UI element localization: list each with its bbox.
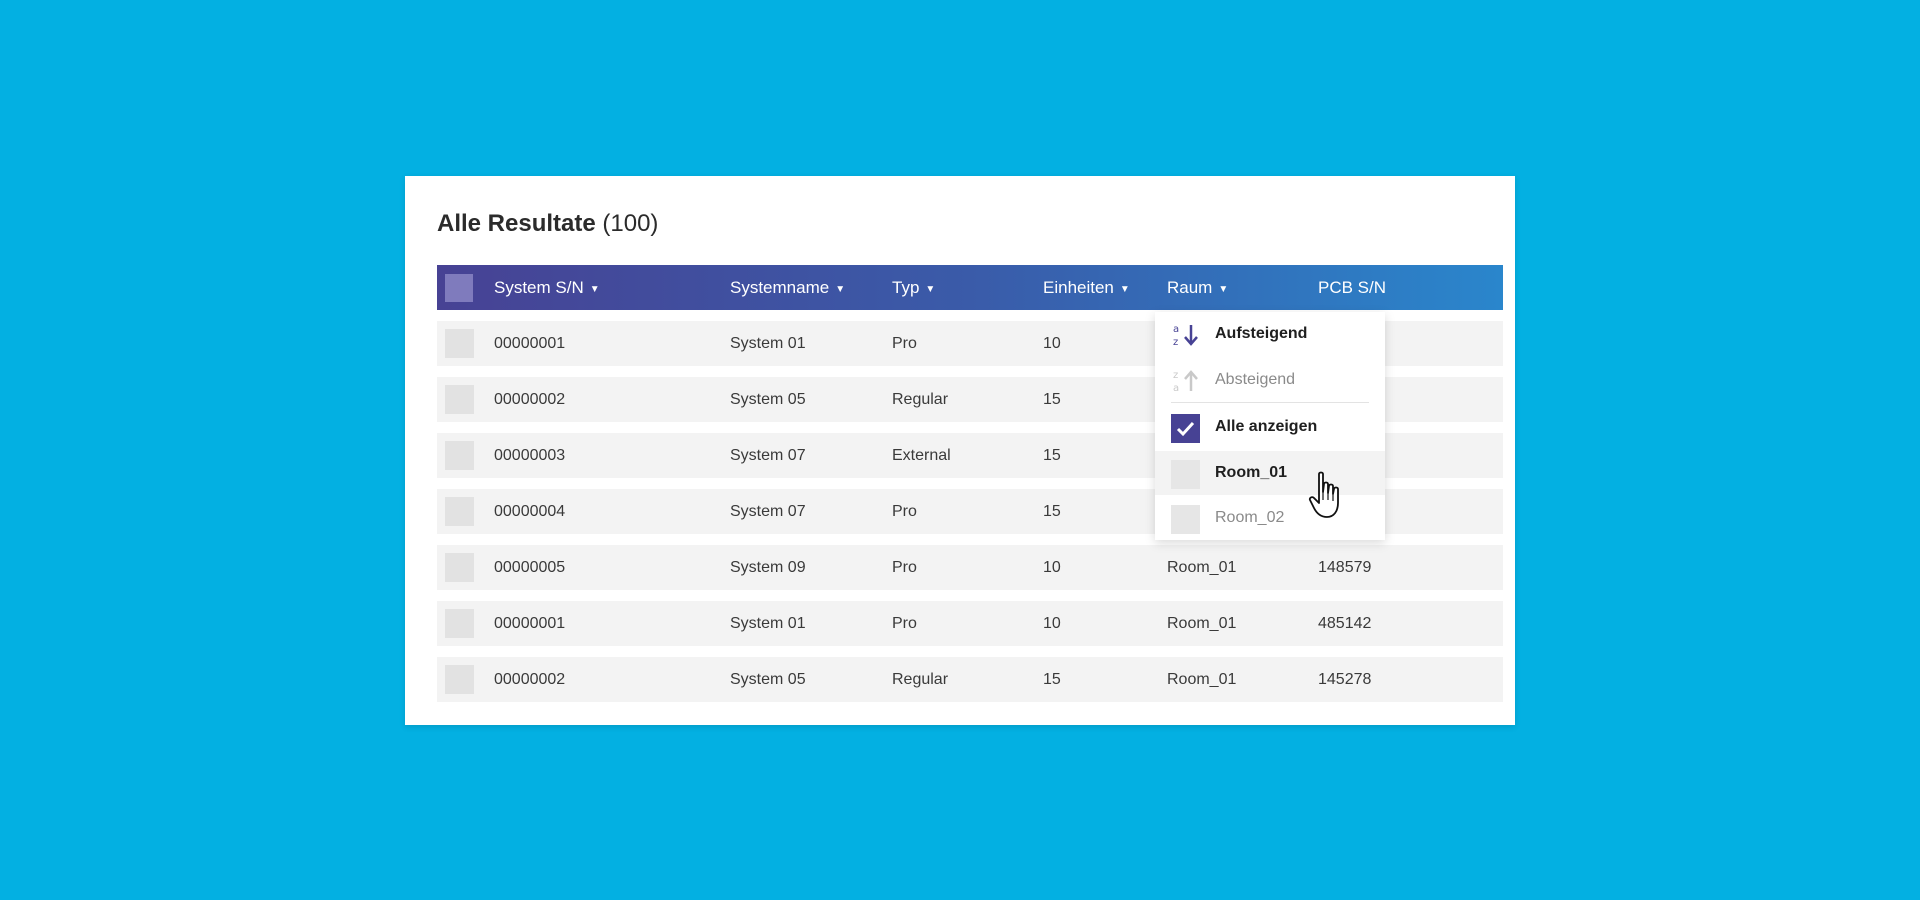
result-count: (100) [602, 210, 659, 237]
table-header: System S/N ▼ Systemname ▼ Typ ▼ Einheiten ▼ … [437, 265, 1503, 310]
sort-descending-icon: z a [1173, 370, 1198, 394]
option-checkbox[interactable] [1171, 460, 1200, 489]
cell-einheiten: 15 [1043, 503, 1061, 520]
cell-einheiten: 10 [1043, 559, 1061, 576]
sort-ascending-label: Aufsteigend [1215, 325, 1308, 342]
cell-systemname: System 07 [730, 503, 806, 520]
svg-text:a: a [1173, 383, 1179, 394]
cell-systemname: System 07 [730, 447, 806, 464]
checkmark-icon [1176, 421, 1195, 437]
option-checkbox[interactable] [1171, 505, 1200, 534]
cell-system-sn: 00000004 [494, 503, 566, 520]
row-checkbox[interactable] [445, 609, 474, 638]
cell-einheiten: 15 [1043, 671, 1061, 688]
column-header-pcb-sn[interactable]: PCB S/N [1318, 278, 1387, 297]
cell-system-sn: 00000005 [494, 559, 566, 576]
cell-systemname: System 05 [730, 391, 806, 408]
option-room-02[interactable]: Room_02 [1155, 496, 1385, 540]
cell-systemname: System 09 [730, 559, 806, 576]
sort-ascending-item[interactable]: a z Aufsteigend [1155, 312, 1385, 356]
cell-einheiten: 10 [1043, 335, 1061, 352]
page-title: Alle Resultate (100) [437, 210, 658, 238]
cell-typ: Pro [892, 503, 917, 520]
chevron-down-icon: ▼ [1119, 284, 1130, 295]
column-header-einheiten[interactable]: Einheiten ▼ [1043, 265, 1130, 310]
cell-systemname: System 01 [730, 335, 806, 352]
cell-pcb-sn: 485142 [1318, 615, 1372, 632]
option-label: Room_01 [1215, 464, 1288, 481]
cell-einheiten: 10 [1043, 615, 1061, 632]
svg-text:z: z [1173, 337, 1178, 348]
chevron-down-icon: ▼ [835, 284, 846, 295]
show-all-item[interactable]: Alle anzeigen [1155, 405, 1385, 449]
cell-typ: Pro [892, 559, 917, 576]
cell-einheiten: 15 [1043, 447, 1061, 464]
option-label: Room_02 [1215, 509, 1285, 526]
column-header-system-sn[interactable]: System S/N ▼ [494, 265, 600, 310]
cell-pcb-sn: 148579 [1318, 559, 1372, 576]
cell-typ: Regular [892, 391, 949, 408]
chevron-down-icon: ▼ [589, 284, 600, 295]
cell-typ: Pro [892, 335, 917, 352]
cell-system-sn: 00000001 [494, 335, 566, 352]
sort-ascending-icon: a z [1173, 324, 1198, 348]
column-header-typ[interactable]: Typ ▼ [892, 265, 935, 310]
column-header-systemname[interactable]: Systemname ▼ [730, 265, 845, 310]
title-text: Alle Resultate [437, 210, 596, 237]
table-row[interactable]: 00000005 System 09 Pro 10 Room_01 148579 [437, 545, 1503, 590]
cell-raum: Room_01 [1167, 671, 1237, 688]
cell-typ: Pro [892, 615, 917, 632]
cell-system-sn: 00000002 [494, 391, 566, 408]
chevron-down-icon: ▼ [1218, 284, 1229, 295]
select-all-checkbox[interactable] [445, 274, 473, 302]
row-checkbox[interactable] [445, 441, 474, 470]
row-checkbox[interactable] [445, 665, 474, 694]
show-all-checkbox[interactable] [1171, 414, 1200, 443]
column-header-raum[interactable]: Raum ▼ [1167, 265, 1228, 310]
row-checkbox[interactable] [445, 385, 474, 414]
option-room-01[interactable]: Room_01 [1155, 451, 1385, 495]
row-checkbox[interactable] [445, 329, 474, 358]
svg-text:a: a [1173, 324, 1179, 335]
cell-typ: External [892, 447, 951, 464]
table-row[interactable]: 00000001 System 01 Pro 10 Room_01 485142 [437, 601, 1503, 646]
table-row[interactable]: 00000002 System 05 Regular 15 Room_01 14… [437, 657, 1503, 702]
cell-raum: Room_01 [1167, 615, 1237, 632]
cell-system-sn: 00000002 [494, 671, 566, 688]
show-all-label: Alle anzeigen [1215, 418, 1318, 435]
cell-systemname: System 01 [730, 615, 806, 632]
cell-einheiten: 15 [1043, 391, 1061, 408]
raum-filter-dropdown: a z Aufsteigend z a Absteigend Alle anze… [1155, 312, 1385, 540]
cell-system-sn: 00000003 [494, 447, 566, 464]
cell-pcb-sn: 145278 [1318, 671, 1372, 688]
cell-system-sn: 00000001 [494, 615, 566, 632]
sort-descending-label: Absteigend [1215, 371, 1296, 388]
hand-pointer-icon [1308, 471, 1339, 518]
chevron-down-icon: ▼ [925, 284, 936, 295]
cell-typ: Regular [892, 671, 949, 688]
cell-raum: Room_01 [1167, 559, 1237, 576]
svg-text:z: z [1173, 370, 1178, 381]
row-checkbox[interactable] [445, 553, 474, 582]
cell-systemname: System 05 [730, 671, 806, 688]
dropdown-divider [1171, 402, 1369, 403]
sort-descending-item[interactable]: z a Absteigend [1155, 358, 1385, 402]
row-checkbox[interactable] [445, 497, 474, 526]
